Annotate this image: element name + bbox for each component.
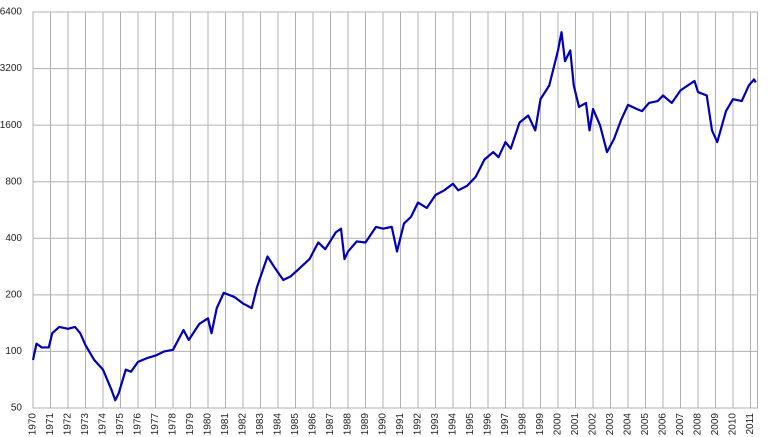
x-tick-label: 2005	[640, 413, 651, 436]
x-tick-label: 1971	[45, 413, 56, 436]
x-tick-label: 2009	[710, 413, 721, 436]
x-tick-label: 1982	[238, 413, 249, 436]
x-tick-label: 2002	[588, 413, 599, 436]
x-tick-label: 1986	[308, 413, 319, 436]
x-tick-label: 1993	[430, 413, 441, 436]
y-tick-label: 800	[5, 176, 22, 187]
x-tick-label: 1976	[133, 413, 144, 436]
x-tick-label: 1978	[168, 413, 179, 436]
x-tick-label: 1991	[395, 413, 406, 436]
x-tick-label: 2008	[693, 413, 704, 436]
x-tick-label: 1977	[150, 413, 161, 436]
plot-frame	[32, 11, 758, 409]
x-tick-label: 1974	[98, 413, 109, 436]
x-tick-label: 1984	[273, 413, 284, 436]
x-tick-label: 1990	[378, 413, 389, 436]
x-tick-label: 1987	[325, 413, 336, 436]
x-tick-label: 1997	[500, 413, 511, 436]
y-tick-label: 1600	[0, 120, 22, 131]
y-tick-label: 100	[5, 346, 22, 357]
x-tick-label: 2001	[570, 413, 581, 436]
x-tick-label: 1985	[290, 413, 301, 436]
x-tick-label: 1979	[185, 413, 196, 436]
y-tick-label: 200	[5, 289, 22, 300]
y-tick-label: 6400	[0, 7, 22, 18]
x-tick-label: 2011	[745, 413, 756, 435]
x-tick-label: 1989	[360, 413, 371, 436]
x-tick-label: 2000	[553, 413, 564, 436]
data-line	[31, 31, 757, 402]
x-tick-label: 1980	[203, 413, 214, 436]
x-tick-label: 2006	[658, 413, 669, 436]
x-tick-label: 1970	[28, 413, 39, 436]
x-tick-label: 1996	[483, 413, 494, 436]
x-tick-label: 1998	[518, 413, 529, 436]
x-tick-label: 1988	[343, 413, 354, 436]
x-tick-label: 1975	[115, 413, 126, 436]
x-tick-label: 1995	[465, 413, 476, 436]
x-tick-label: 1981	[220, 413, 231, 436]
y-tick-label: 400	[5, 233, 22, 244]
x-tick-label: 1973	[80, 413, 91, 436]
x-tick-label: 2004	[623, 413, 634, 436]
x-tick-label: 1992	[413, 413, 424, 436]
x-tick-label: 1999	[535, 413, 546, 436]
x-tick-label: 2010	[728, 413, 739, 436]
x-tick-label: 1983	[255, 413, 266, 436]
y-tick-label: 50	[11, 403, 23, 414]
x-tick-label: 2003	[605, 413, 616, 436]
y-tick-label: 3200	[0, 63, 22, 74]
x-tick-label: 2007	[675, 413, 686, 436]
x-tick-label: 1994	[448, 413, 459, 436]
x-tick-label: 1972	[63, 413, 74, 436]
